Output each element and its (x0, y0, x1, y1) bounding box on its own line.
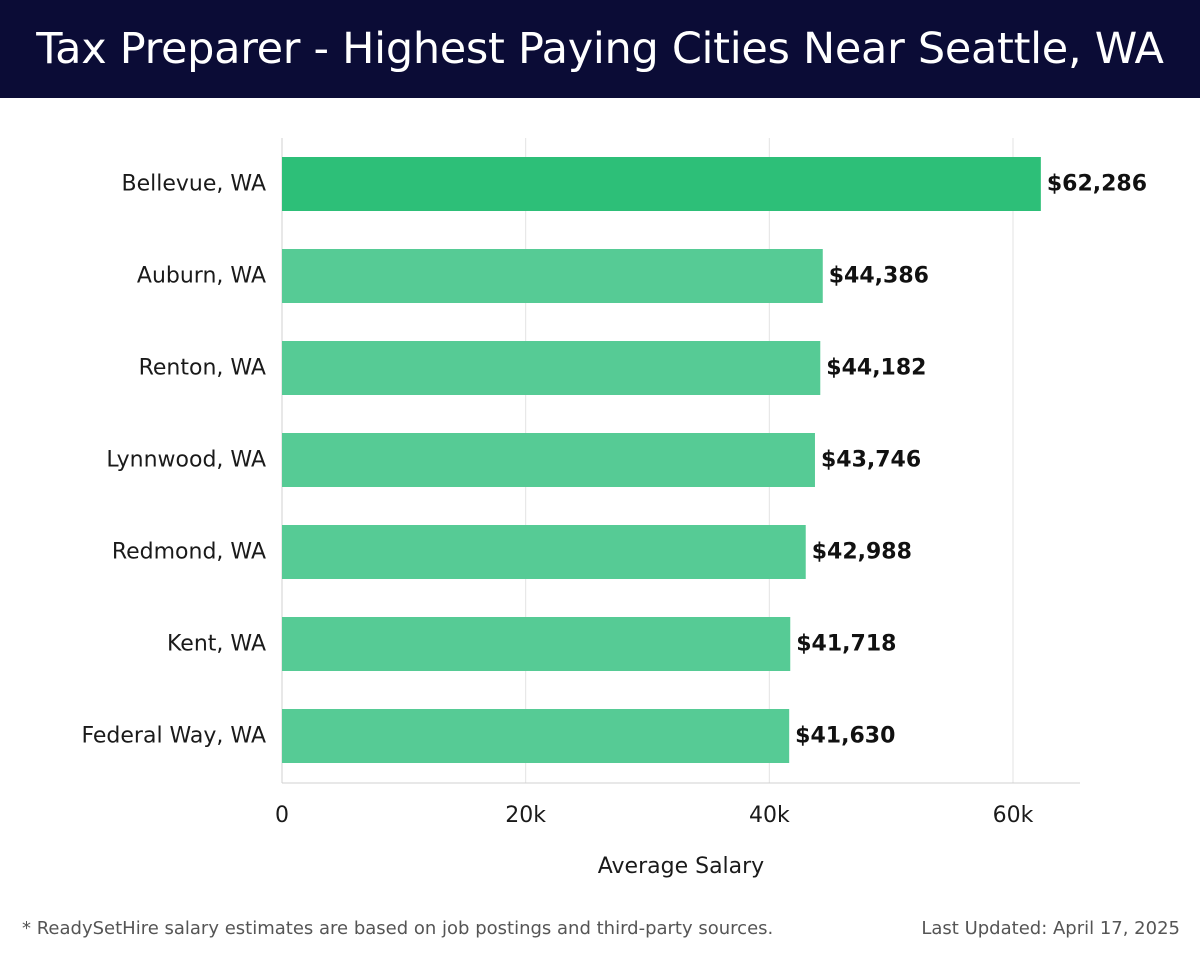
bar (282, 617, 791, 671)
category-label: Auburn, WA (137, 264, 266, 289)
category-label: Lynnwood, WA (106, 448, 266, 473)
chart-title: Tax Preparer - Highest Paying Cities Nea… (36, 24, 1164, 74)
category-label: Federal Way, WA (81, 724, 266, 749)
value-label: $41,718 (796, 632, 896, 657)
value-label: $41,630 (795, 724, 895, 749)
category-label: Renton, WA (139, 356, 266, 381)
x-tick-label: 40k (749, 803, 790, 828)
bar (282, 525, 806, 579)
category-label: Redmond, WA (112, 540, 266, 565)
x-axis-title: Average Salary (598, 854, 764, 879)
category-label: Kent, WA (167, 632, 266, 657)
bar (282, 433, 815, 487)
bar (282, 709, 790, 763)
bar (282, 341, 821, 395)
value-label: $43,746 (821, 448, 921, 473)
x-tick-label: 0 (275, 803, 289, 828)
value-label: $62,286 (1047, 172, 1147, 197)
x-tick-label: 20k (505, 803, 546, 828)
last-updated: Last Updated: April 17, 2025 (921, 918, 1180, 939)
salary-bar-chart: Bellevue, WA $62,286 Auburn, WA $44,386 Rent… (81, 138, 1147, 879)
footnote: * ReadySetHire salary estimates are base… (22, 918, 774, 939)
category-label: Bellevue, WA (122, 172, 266, 197)
value-label: $44,182 (826, 356, 926, 381)
bar (282, 157, 1041, 211)
bar (282, 249, 823, 303)
x-tick-label: 60k (993, 803, 1034, 828)
value-label: $42,988 (812, 540, 912, 565)
chart-header: Tax Preparer - Highest Paying Cities Nea… (0, 0, 1200, 98)
value-label: $44,386 (829, 264, 929, 289)
